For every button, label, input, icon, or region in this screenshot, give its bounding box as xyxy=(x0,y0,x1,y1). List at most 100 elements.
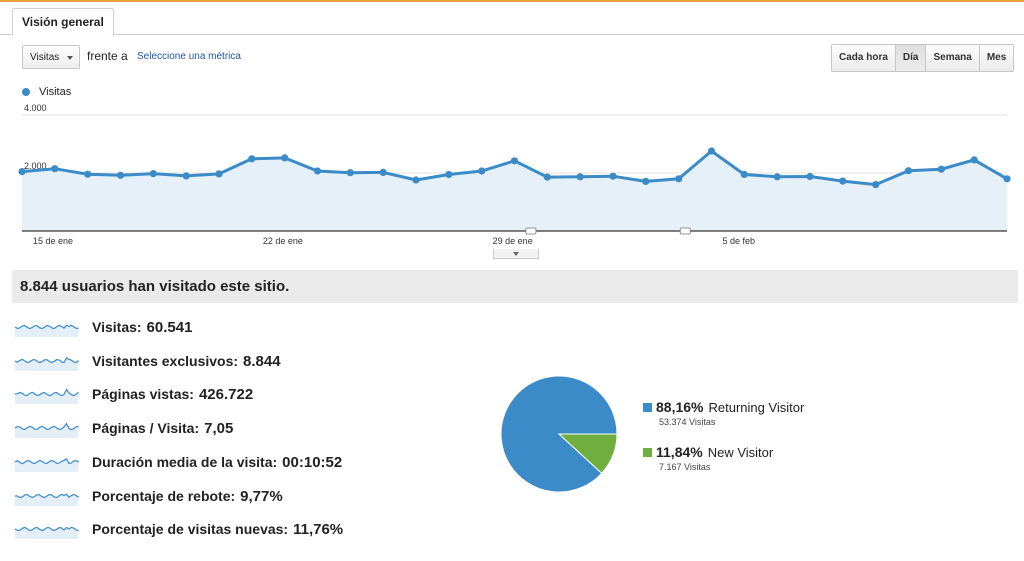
x-tick-label: 15 de ene xyxy=(33,236,73,246)
metric-value: 11,76% xyxy=(293,520,344,538)
x-tick-label: 29 de ene xyxy=(493,236,533,246)
metric-label: Páginas vistas: xyxy=(92,386,194,402)
data-point xyxy=(478,167,486,175)
legend-label: Visitas xyxy=(39,86,72,98)
metric-row: Porcentaje de rebote: 9,77% xyxy=(14,485,283,507)
x-tick-label: 22 de ene xyxy=(263,236,303,246)
slice-name: New Visitor xyxy=(707,444,774,460)
data-point xyxy=(510,157,519,165)
top-accent-line xyxy=(0,0,1024,2)
data-point xyxy=(806,172,814,181)
data-point xyxy=(675,175,683,183)
legend-swatch xyxy=(643,447,652,457)
pie-slice xyxy=(557,433,618,474)
metric-label: Visitas: xyxy=(92,319,142,335)
metric-label: Porcentaje de visitas nuevas: xyxy=(92,521,289,537)
data-point xyxy=(116,171,125,179)
visitor-type-pie-chart xyxy=(500,375,618,493)
users-summary-banner: 8.844 usuarios han visitado este sitio. xyxy=(12,270,1018,303)
sparkline-icon[interactable] xyxy=(14,486,80,506)
x-tick-label: 5 de feb xyxy=(723,236,756,246)
data-point xyxy=(149,170,157,178)
annotation-marker-icon xyxy=(679,227,691,235)
data-point xyxy=(248,155,256,163)
slice-visits: 7.167 Visitas xyxy=(659,462,711,472)
sparkline-icon[interactable] xyxy=(14,519,80,539)
pie-legend-item: 88,16% Returning Visitor 53.374 Visitas xyxy=(643,399,804,427)
slice-percent: 11,84% xyxy=(656,444,703,460)
data-point xyxy=(707,147,716,155)
data-point xyxy=(445,170,453,179)
metric-value: 60.541 xyxy=(146,318,193,336)
metric-value: 426.722 xyxy=(198,385,254,403)
slice-percent: 88,16% xyxy=(656,399,704,415)
legend-swatch xyxy=(643,402,652,412)
hourly-button[interactable]: Cada hora xyxy=(832,45,895,71)
chevron-down-icon xyxy=(513,252,519,256)
sparkline-icon[interactable] xyxy=(14,351,80,371)
metric-label: Duración media de la visita: xyxy=(92,454,278,470)
data-point xyxy=(18,168,26,176)
metric-row: Visitas: 60.541 xyxy=(14,316,192,338)
data-point xyxy=(379,168,387,176)
data-point xyxy=(773,173,781,181)
pie-legend-item: 11,84% New Visitor 7.167 Visitas xyxy=(643,444,773,472)
data-point xyxy=(313,167,322,175)
chevron-down-icon xyxy=(67,56,73,60)
week-button[interactable]: Semana xyxy=(925,45,979,71)
metric-label: Porcentaje de rebote: xyxy=(92,488,236,504)
data-point xyxy=(543,173,551,181)
data-point xyxy=(182,172,190,180)
data-point xyxy=(872,181,880,189)
data-point xyxy=(51,165,59,173)
data-point xyxy=(346,169,354,177)
data-point xyxy=(412,176,420,184)
data-point xyxy=(1003,175,1011,183)
metric-select[interactable]: Visitas xyxy=(22,45,80,69)
sparkline-icon[interactable] xyxy=(14,317,80,337)
metric-row: Páginas / Visita: 7,05 xyxy=(14,417,233,439)
data-point xyxy=(839,177,847,185)
compare-text: frente a xyxy=(87,49,128,63)
sparkline-icon[interactable] xyxy=(14,384,80,404)
tab-bar-line xyxy=(0,34,1024,35)
metric-value: 8.844 xyxy=(243,352,281,370)
chart-resize-handle[interactable] xyxy=(493,249,539,259)
sparkline-icon[interactable] xyxy=(14,418,80,438)
data-point xyxy=(937,165,945,173)
data-point xyxy=(642,177,650,185)
data-point xyxy=(84,170,92,178)
metric-row: Porcentaje de visitas nuevas: 11,76% xyxy=(14,518,343,540)
metric-row: Páginas vistas: 426.722 xyxy=(14,383,253,405)
month-button[interactable]: Mes xyxy=(978,45,1014,71)
y-tick-label: 2.000 xyxy=(24,161,47,171)
data-point xyxy=(970,156,978,164)
data-point xyxy=(609,172,617,180)
granularity-buttons: Cada hora Día Semana Mes xyxy=(831,44,1015,72)
metric-label: Páginas / Visita: xyxy=(92,420,200,436)
data-point xyxy=(904,167,913,175)
y-tick-label: 4.000 xyxy=(24,103,47,113)
area-fill xyxy=(22,151,1007,231)
data-point xyxy=(576,173,584,181)
slice-visits: 53.374 Visitas xyxy=(659,417,716,427)
metric-row: Duración media de la visita: 00:10:52 xyxy=(14,451,342,473)
compare-metric-link[interactable]: Seleccione una métrica xyxy=(137,51,241,62)
data-point xyxy=(281,154,289,162)
metric-value: 7,05 xyxy=(204,419,234,437)
metric-label: Visitantes exclusivos: xyxy=(92,353,239,369)
tab-vision-general[interactable]: Visión general xyxy=(12,8,114,36)
data-point xyxy=(215,170,223,178)
slice-name: Returning Visitor xyxy=(708,399,805,415)
day-button[interactable]: Día xyxy=(894,45,926,71)
metric-value: 00:10:52 xyxy=(282,453,343,471)
data-point xyxy=(740,170,748,179)
metric-row: Visitantes exclusivos: 8.844 xyxy=(14,350,281,372)
visits-line-chart: 4.000 2.000 15 de ene 22 de ene 29 de ene 5 d… xyxy=(18,103,1011,246)
metric-value: 9,77% xyxy=(240,487,283,505)
metric-select-value: Visitas xyxy=(30,52,60,63)
chart-legend: Visitas xyxy=(22,86,71,98)
annotation-marker-icon xyxy=(525,227,537,235)
legend-dot-icon xyxy=(22,88,30,96)
sparkline-icon[interactable] xyxy=(14,452,80,472)
